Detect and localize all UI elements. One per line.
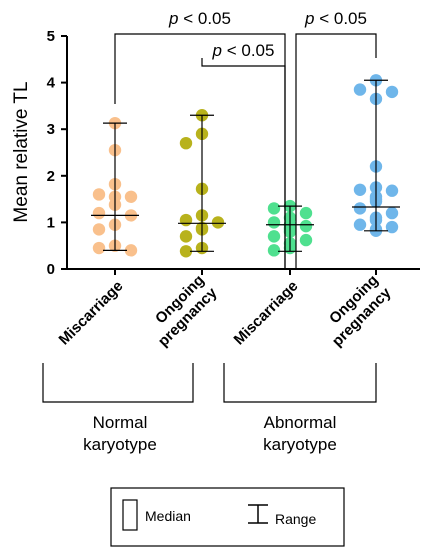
legend-median-label: Median xyxy=(145,508,191,524)
p-value-label: p < 0.05 xyxy=(304,9,367,28)
data-point xyxy=(299,219,313,233)
legend-box xyxy=(110,487,345,547)
data-point xyxy=(353,218,367,231)
p-value-label: p < 0.05 xyxy=(212,41,275,60)
data-point xyxy=(267,216,281,229)
p-value-label: p < 0.05 xyxy=(168,9,231,28)
data-point xyxy=(211,216,225,229)
category-label: Miscarriage xyxy=(56,278,127,349)
group-brackets: Normal karyotype Abnormal karyotype xyxy=(42,363,377,454)
y-tick-label: 4 xyxy=(47,75,56,92)
significance-bracket xyxy=(295,33,377,268)
category-label-line: Miscarriage xyxy=(231,278,302,349)
plot-area xyxy=(91,74,400,258)
series-group xyxy=(91,116,139,257)
group-bracket xyxy=(42,363,194,403)
y-tick-label: 1 xyxy=(47,214,55,231)
data-point xyxy=(299,233,313,247)
data-point xyxy=(353,83,367,96)
group-label: Abnormal xyxy=(264,413,337,432)
data-point xyxy=(124,190,138,203)
data-point xyxy=(92,223,106,236)
significance-brackets: p < 0.05 p < 0.05 p < 0.05 xyxy=(114,9,377,268)
category-label-line: Miscarriage xyxy=(56,278,127,349)
data-point xyxy=(385,85,399,99)
series-group xyxy=(178,109,226,258)
category-labels: Miscarriage Ongoingpregnancy Miscarriage On… xyxy=(56,271,395,350)
data-point xyxy=(353,183,367,196)
significance-bracket xyxy=(201,58,286,268)
data-point xyxy=(179,230,193,243)
data-point xyxy=(179,245,193,258)
y-tick-label: 3 xyxy=(47,121,55,138)
data-point xyxy=(385,206,399,220)
data-point xyxy=(267,202,281,215)
series-group xyxy=(352,74,400,237)
group-label: karyotype xyxy=(83,435,157,454)
data-point xyxy=(179,213,193,227)
axes: 0 1 2 3 4 5 Mean relative TL xyxy=(11,28,420,278)
legend: Median Range xyxy=(110,487,345,547)
y-tick-label: 2 xyxy=(47,168,55,185)
y-axis-label: Mean relative TL xyxy=(11,81,32,222)
category-label: Ongoingpregnancy xyxy=(142,271,221,350)
y-tick-label: 0 xyxy=(47,261,55,278)
data-point xyxy=(267,230,281,243)
data-point xyxy=(92,241,106,255)
group-bracket xyxy=(223,363,377,403)
data-point xyxy=(92,206,106,220)
data-point xyxy=(385,220,399,234)
series-group xyxy=(266,199,314,257)
range-icon xyxy=(248,504,268,524)
data-point xyxy=(299,206,313,220)
group-label: Normal xyxy=(93,413,148,432)
data-point xyxy=(124,244,138,257)
data-point xyxy=(179,136,193,150)
category-label: Miscarriage xyxy=(231,278,302,349)
data-point xyxy=(385,184,399,197)
group-label: karyotype xyxy=(263,435,337,454)
median-box-icon xyxy=(122,499,138,531)
data-point xyxy=(267,244,281,257)
data-point xyxy=(353,202,367,215)
category-label: Ongoingpregnancy xyxy=(316,271,395,350)
y-tick-label: 5 xyxy=(47,28,55,45)
legend-range-label: Range xyxy=(275,511,316,527)
data-point xyxy=(92,188,106,201)
